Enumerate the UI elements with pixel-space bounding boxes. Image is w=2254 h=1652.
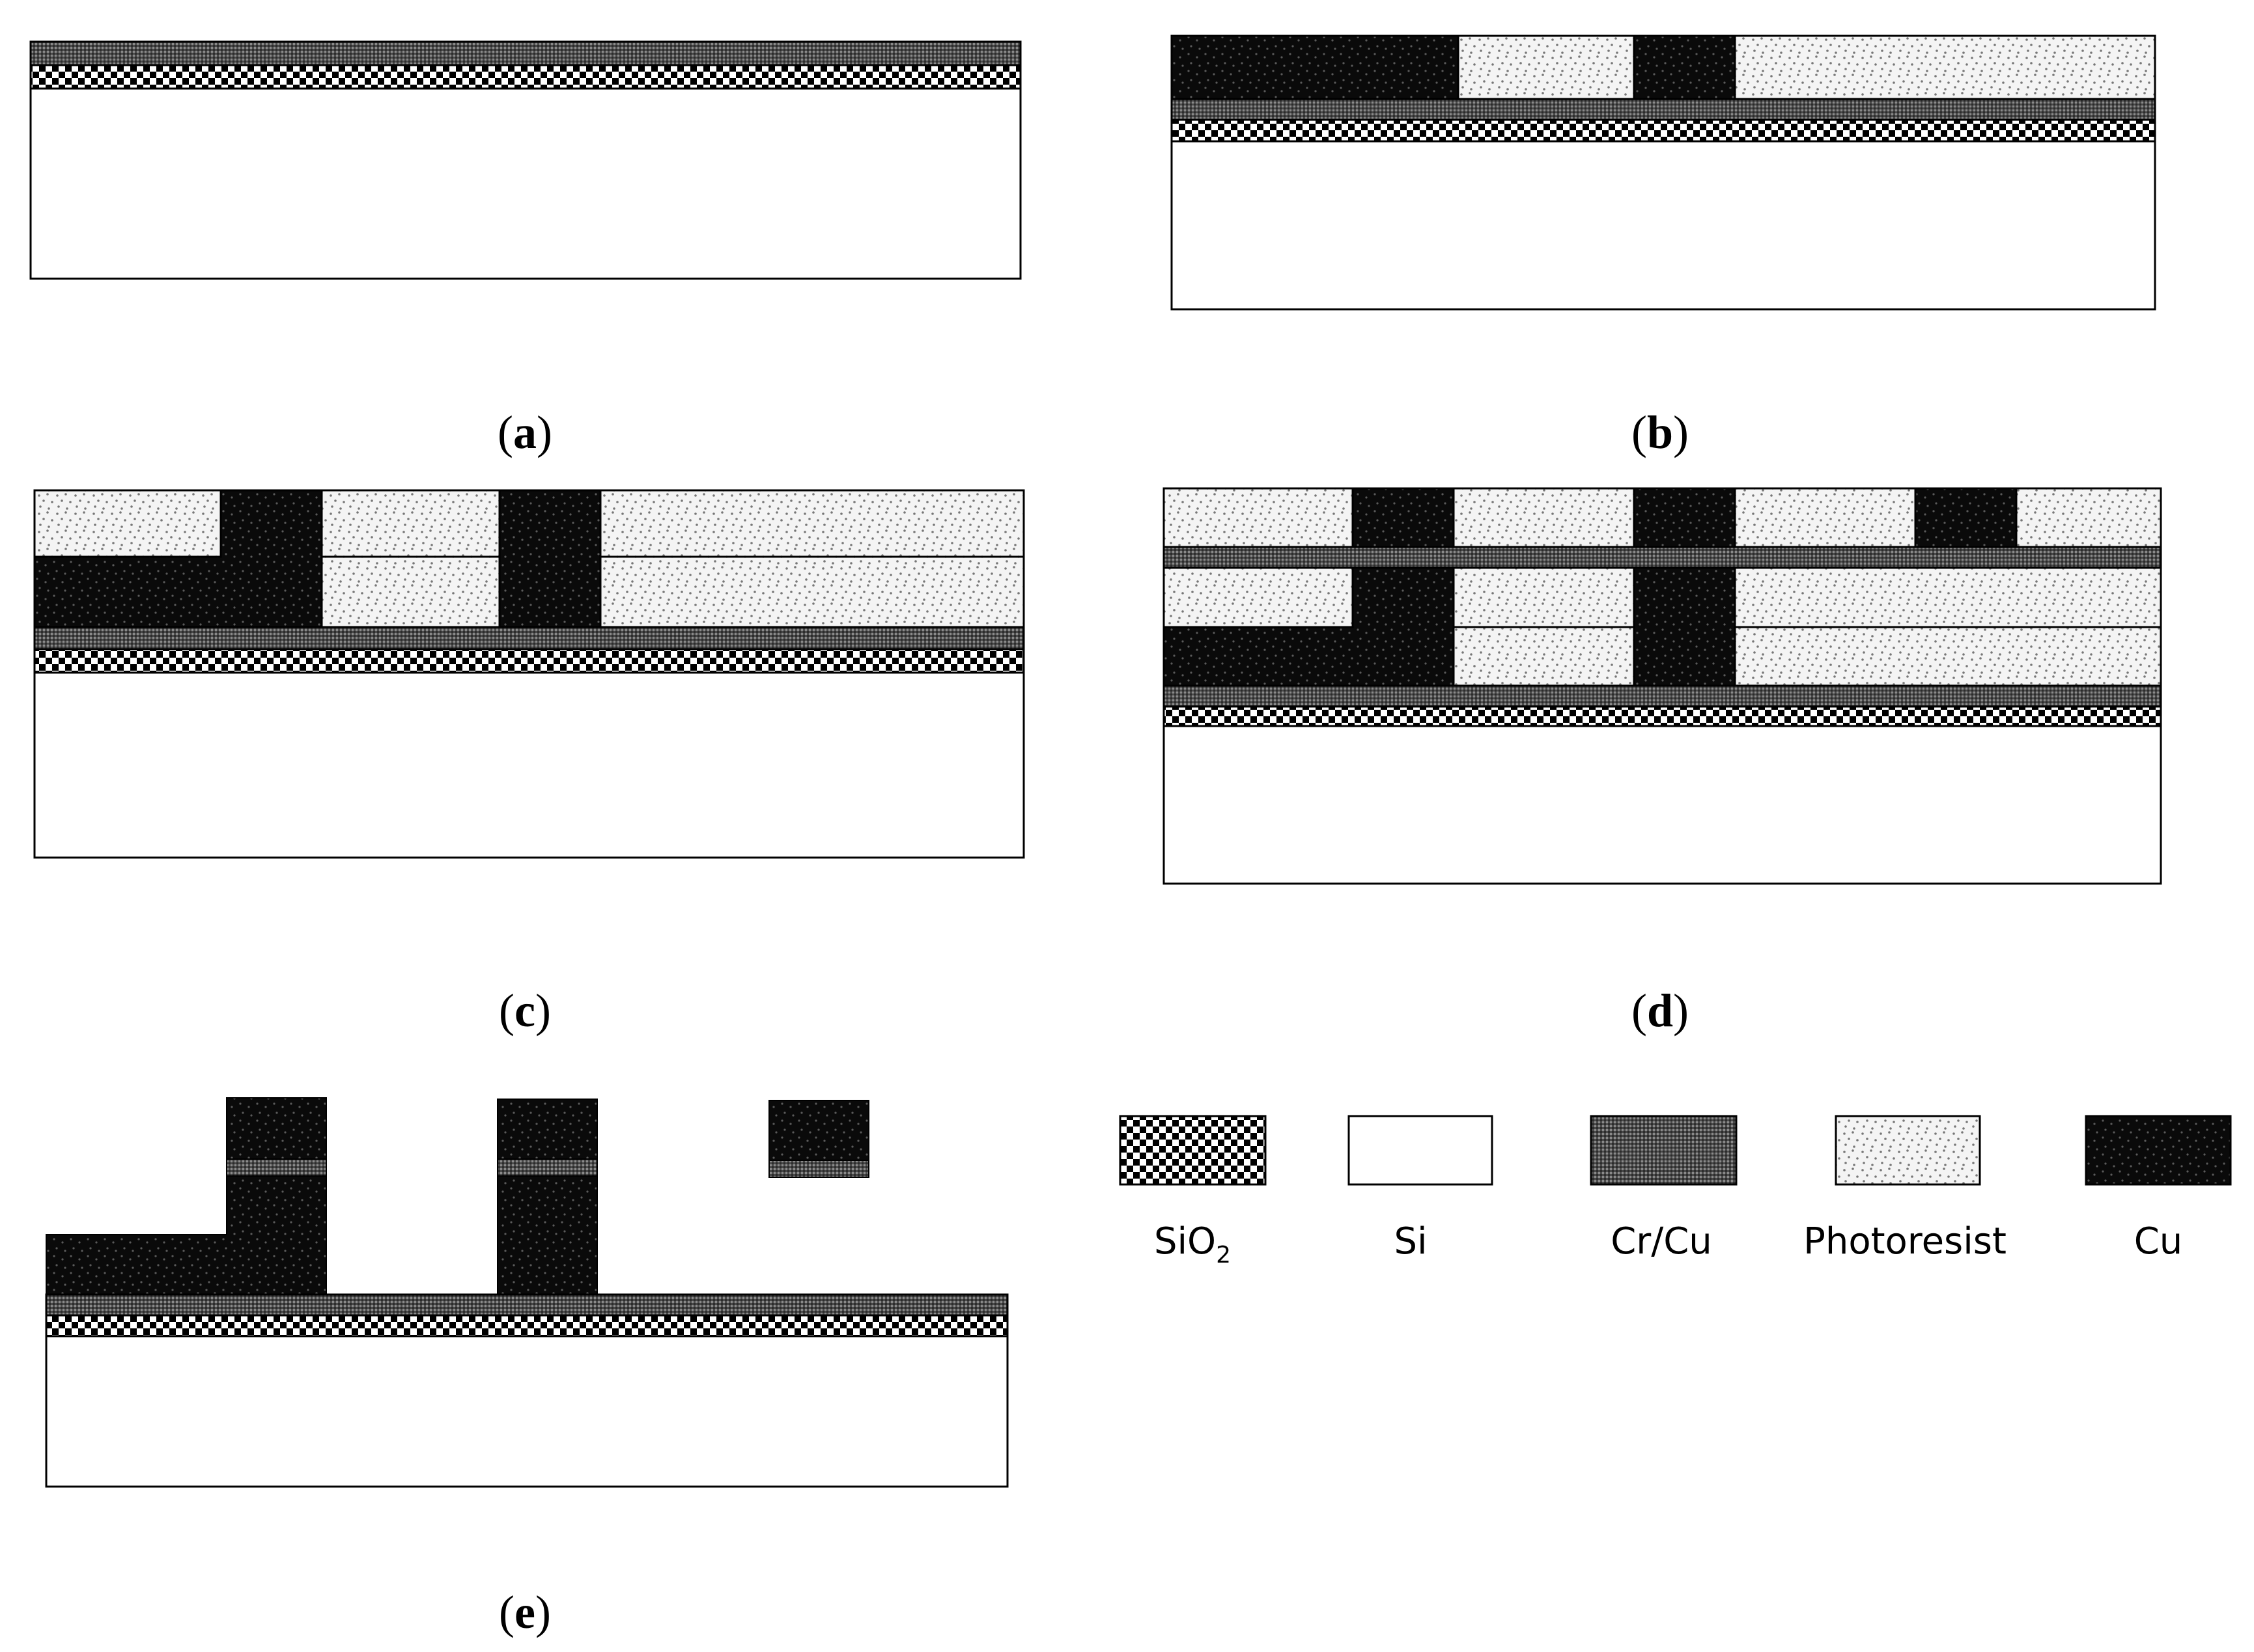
photoresist-block <box>1734 567 2162 628</box>
cu-block <box>226 1097 327 1160</box>
cu-block <box>1633 35 1736 100</box>
photoresist-block <box>320 555 501 628</box>
crcu-layer <box>1170 98 2156 121</box>
legend-label-sio2: SiO2 <box>1154 1220 1231 1268</box>
panel-c <box>33 489 1025 859</box>
sio2-layer <box>29 64 1022 90</box>
panel-b <box>1170 35 2156 311</box>
si-substrate <box>1162 725 2162 885</box>
photoresist-block <box>1457 35 1635 100</box>
crcu-layer <box>497 1158 598 1177</box>
crcu-layer <box>29 40 1022 66</box>
si-swatch <box>1347 1115 1493 1186</box>
legend-label-cu: Cu <box>2134 1220 2183 1263</box>
legend-label-photoresist: Photoresist <box>1803 1220 2007 1263</box>
sio2-swatch <box>1119 1115 1267 1186</box>
crcu-layer <box>226 1158 327 1177</box>
legend-item-photoresist: Photoresist <box>1803 1115 2007 1263</box>
cu-block <box>1351 487 1455 548</box>
photoresist-block <box>320 489 501 558</box>
crcu-layer <box>45 1293 1009 1317</box>
sio2-layer <box>33 648 1025 674</box>
cu-block <box>1170 35 1459 100</box>
photoresist-block <box>1452 567 1635 628</box>
legend-label-si: Si <box>1394 1220 1427 1263</box>
legend-item-cu: Cu <box>2085 1115 2232 1263</box>
photoresist-block <box>1162 567 1354 628</box>
panel-a-caption: (a) <box>498 406 552 458</box>
panel-d <box>1162 487 2162 885</box>
cu-block <box>768 1100 869 1161</box>
photoresist-swatch <box>1835 1115 1981 1186</box>
si-substrate <box>33 671 1025 859</box>
panel-e <box>45 1097 1009 1488</box>
sio2-layer <box>1162 705 2162 727</box>
crcu-layer <box>33 626 1025 651</box>
photoresist-block <box>599 555 1025 628</box>
cu-block <box>497 1175 598 1295</box>
photoresist-block <box>1734 35 2156 100</box>
photoresist-block <box>1734 626 2162 687</box>
panel-a <box>29 40 1022 280</box>
legend-item-crcu: Cr/Cu <box>1590 1115 1738 1263</box>
legend: SiO2 Si Cr/Cu Photoresist Cu <box>1119 1115 2232 1268</box>
cu-swatch <box>2085 1115 2232 1186</box>
photoresist-block <box>2015 487 2162 548</box>
photoresist-block <box>599 489 1025 558</box>
si-substrate <box>29 87 1022 280</box>
panel-d-caption: (d) <box>1631 985 1689 1037</box>
legend-label-crcu: Cr/Cu <box>1611 1220 1712 1263</box>
photoresist-block <box>1452 487 1635 548</box>
sio2-layer <box>1170 119 2156 143</box>
photoresist-block <box>1452 626 1635 687</box>
si-substrate <box>1170 140 2156 311</box>
photoresist-block <box>33 489 222 558</box>
cu-block <box>1633 487 1736 548</box>
crcu-layer <box>1162 684 2162 708</box>
cu-block <box>46 1175 327 1295</box>
photoresist-block <box>1162 487 1354 548</box>
panel-e-caption: (e) <box>499 1586 551 1638</box>
cu-block <box>497 1099 598 1160</box>
legend-item-si: Si <box>1347 1115 1493 1263</box>
crcu-swatch <box>1590 1115 1738 1186</box>
crcu-layer <box>768 1160 869 1178</box>
cu-block <box>498 489 602 628</box>
legend-item-sio2: SiO2 <box>1119 1115 1267 1268</box>
panel-c-caption: (c) <box>499 985 551 1037</box>
photoresist-block <box>1734 487 1917 548</box>
si-substrate <box>45 1335 1009 1488</box>
cu-block <box>1914 487 2018 548</box>
cu-block <box>1633 567 1736 687</box>
sio2-layer <box>45 1314 1009 1337</box>
panel-b-caption: (b) <box>1631 406 1689 458</box>
crcu-layer <box>1162 546 2162 569</box>
